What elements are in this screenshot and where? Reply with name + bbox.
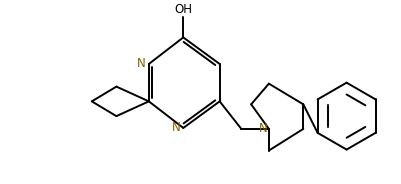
Text: N: N <box>172 121 180 135</box>
Text: OH: OH <box>174 3 192 16</box>
Text: N: N <box>259 122 268 135</box>
Text: N: N <box>137 57 146 70</box>
